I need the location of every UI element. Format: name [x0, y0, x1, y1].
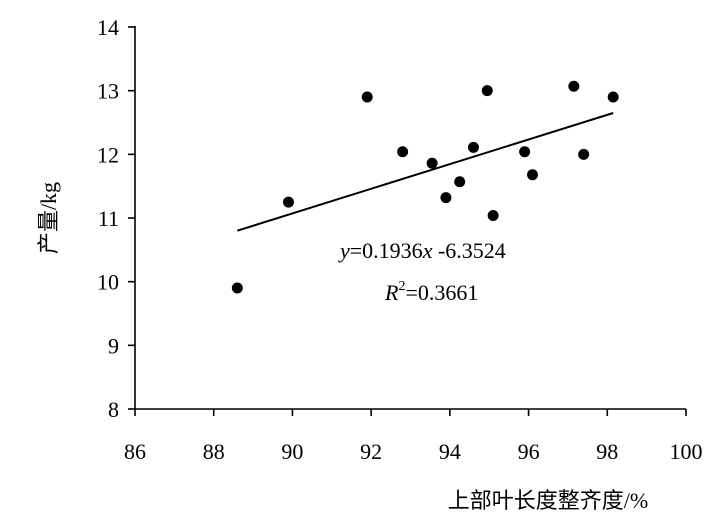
data-point — [481, 85, 493, 97]
data-point — [282, 196, 294, 208]
x-tick-label: 90 — [281, 439, 303, 464]
data-point — [231, 282, 243, 294]
data-point — [454, 176, 466, 188]
axes — [134, 26, 686, 410]
y-tick-label: 8 — [108, 397, 119, 422]
data-point — [519, 146, 531, 158]
equation-y-var: y — [338, 238, 350, 263]
equation-intercept: -6.3524 — [432, 238, 505, 263]
x-tick-label: 100 — [670, 439, 703, 464]
x-tick-label: 86 — [124, 439, 146, 464]
y-tick-label: 14 — [97, 15, 119, 40]
y-ticks: 8 9 10 11 12 13 14 — [97, 15, 135, 422]
data-point — [361, 91, 373, 103]
x-axis-title: 上部叶长度整齐度/% — [448, 488, 648, 513]
equation-x-var: x — [422, 238, 433, 263]
r-squared-exponent: 2 — [398, 279, 405, 294]
data-point — [568, 80, 580, 92]
data-point — [578, 148, 590, 160]
data-point — [426, 157, 438, 169]
r-squared-value: =0.3661 — [405, 280, 478, 305]
x-tick-label: 88 — [203, 439, 225, 464]
data-points — [231, 80, 619, 294]
x-tick-label: 92 — [360, 439, 382, 464]
r-squared-annotation: R2=0.3661 — [384, 279, 478, 305]
r-squared-var: R — [384, 280, 399, 305]
data-point — [487, 209, 499, 221]
trendline-group — [237, 112, 614, 232]
y-tick-label: 10 — [97, 270, 119, 295]
x-ticks: 86 88 90 92 94 96 98 100 — [124, 409, 703, 464]
data-point — [607, 91, 619, 103]
x-tick-label: 96 — [518, 439, 540, 464]
trendline-equation: y=0.1936x -6.3524 — [338, 238, 506, 263]
x-tick-label: 98 — [596, 439, 618, 464]
equation-coefficient: =0.1936 — [350, 238, 423, 263]
y-tick-label: 11 — [98, 206, 119, 231]
y-tick-label: 9 — [108, 333, 119, 358]
data-point — [440, 192, 452, 204]
y-tick-label: 13 — [97, 79, 119, 104]
y-axis-title: 产量/kg — [36, 182, 61, 254]
data-point — [397, 146, 409, 158]
data-point — [527, 169, 539, 181]
y-tick-label: 12 — [97, 142, 119, 167]
data-point — [467, 141, 479, 153]
x-tick-label: 94 — [439, 439, 461, 464]
trendline — [237, 112, 614, 232]
